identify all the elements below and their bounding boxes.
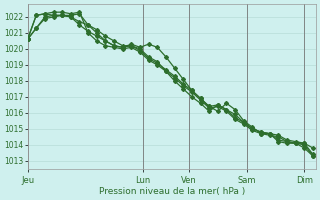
X-axis label: Pression niveau de la mer( hPa ): Pression niveau de la mer( hPa ) bbox=[99, 187, 245, 196]
